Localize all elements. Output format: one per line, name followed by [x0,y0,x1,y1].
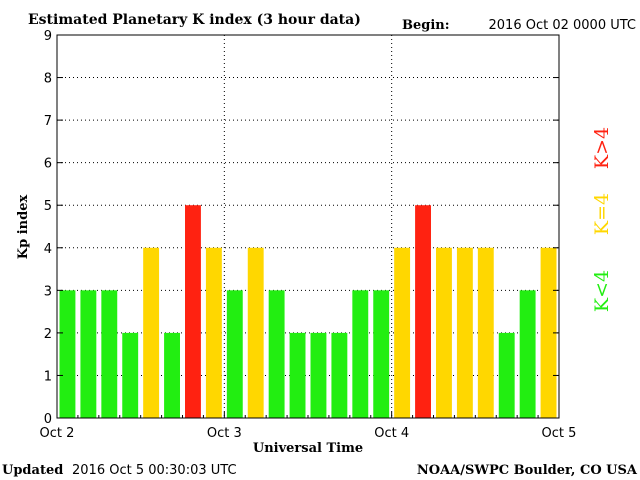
y-tick-label: 7 [44,114,52,129]
kp-bar [80,290,97,418]
kp-bar [289,332,306,418]
bars-group [59,205,557,418]
kp-bar [415,205,431,418]
begin-label: Begin: [402,18,450,33]
x-tick-label: Oct 3 [207,426,242,441]
legend-high: K>4 [591,127,613,169]
y-tick-label: 8 [44,72,52,87]
kp-bar [59,290,76,418]
y-tick-label: 2 [44,327,52,342]
begin-value: 2016 Oct 02 0000 UTC [489,18,637,33]
updated-value: 2016 Oct 5 00:30:03 UTC [72,463,237,478]
x-ticks: Oct 2 Oct 3 Oct 4 Oct 5 [40,412,577,441]
y-tick-label: 6 [44,157,52,172]
kp-bar [101,290,118,418]
kp-bar [331,332,348,418]
y-axis-label: Kp index [16,195,31,260]
kp-bar [226,290,243,418]
y-tick-label: 5 [44,199,52,214]
source-credit: NOAA/SWPC Boulder, CO USA [417,463,638,478]
kp-bar [143,247,160,418]
kp-bar [456,247,473,418]
updated-label: Updated [2,463,63,478]
legend-low: K<4 [591,270,613,312]
kp-bar [352,290,369,418]
chart-title: Estimated Planetary K index (3 hour data… [28,12,361,28]
x-tick-label: Oct 2 [40,426,75,441]
x-axis-label: Universal Time [253,441,363,456]
x-tick-label: Oct 5 [542,426,577,441]
y-tick-label: 1 [44,369,52,384]
kp-bar [185,205,201,418]
y-ticks: 0 1 2 3 4 5 6 7 8 9 [44,29,559,427]
kp-bar [394,247,411,418]
kp-bar [436,247,452,418]
legend-equal: K=4 [591,193,613,235]
kp-bar [498,332,515,418]
kp-bar [122,332,139,418]
y-tick-label: 9 [44,29,52,44]
kp-bar [373,290,390,418]
kp-bar [519,290,536,418]
y-tick-label: 4 [44,242,52,257]
y-tick-label: 0 [44,412,52,427]
kp-bar [477,247,494,418]
kp-bar [268,290,285,418]
y-tick-label: 3 [44,284,52,299]
kp-bar [205,247,222,418]
kp-bar [540,247,557,418]
x-tick-label: Oct 4 [374,426,409,441]
kp-bar [247,247,264,418]
kp-bar [164,332,180,418]
kp-bar [310,332,327,418]
